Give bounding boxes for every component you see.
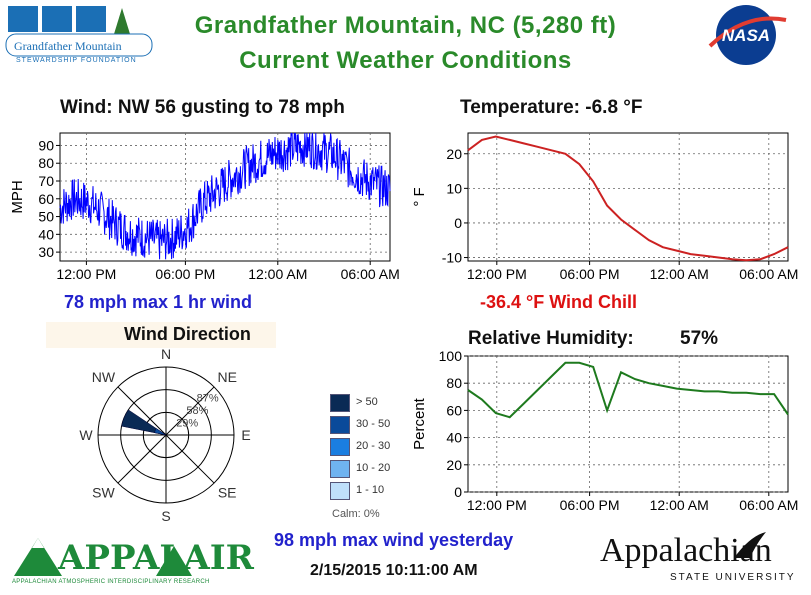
- nasa-logo: NASA: [702, 2, 792, 68]
- grandfather-logo: Grandfather Mountain STEWARDSHIP FOUNDAT…: [4, 4, 154, 70]
- y-tick-label: 80: [446, 375, 462, 391]
- rose-spoke: [117, 386, 167, 436]
- rose-direction-label: SW: [92, 485, 115, 501]
- rose-spoke: [165, 386, 215, 436]
- rose-direction-label: S: [161, 508, 170, 524]
- grandfather-logo-subtext: STEWARDSHIP FOUNDATION: [16, 57, 137, 64]
- rose-direction-label: E: [241, 427, 250, 443]
- title-line-1: Grandfather Mountain, NC (5,280 ft): [194, 12, 617, 39]
- legend-label: > 50: [356, 396, 378, 408]
- legend-swatch: [330, 482, 350, 500]
- wind-direction-heading: Wind Direction: [124, 324, 251, 344]
- nasa-logo-icon: NASA: [708, 5, 787, 65]
- rose-ring-label: 29%: [176, 418, 198, 430]
- legend-label: 30 - 50: [356, 418, 391, 430]
- temperature-chart: -10 0 10 20 12:00 PM 06:00 PM 12:00 AM 06:00 AM…: [411, 132, 798, 282]
- wind-max-text: 78 mph max 1 hr wind: [64, 292, 253, 312]
- humidity-chart: 0 20 40 60 80 100 12:00 PM 06:00 PM 12:00 AM 06:0…: [411, 350, 798, 513]
- x-tick-label: 06:00 AM: [739, 266, 798, 282]
- y-tick-label: 20: [446, 457, 462, 473]
- rose-direction-label: W: [79, 427, 93, 443]
- rose-sector: [154, 428, 167, 436]
- x-tick-label: 06:00 PM: [155, 266, 215, 282]
- series-line: [467, 135, 789, 262]
- y-tick-label: 100: [439, 350, 463, 364]
- legend-swatch: [330, 394, 350, 412]
- grandfather-logo-icon: [5, 6, 153, 57]
- appalair-logo-text: APPALAIR: [58, 538, 254, 578]
- y-tick-label: 60: [38, 191, 54, 207]
- humidity-heading: Relative Humidity:: [468, 328, 634, 349]
- temperature-heading: Temperature: -6.8 °F: [460, 97, 643, 118]
- mountain-logo-icon: [14, 538, 192, 576]
- x-tick-label: 12:00 PM: [467, 266, 527, 282]
- wind-rose: 29%58%87% N NE E SE S SW W NW: [79, 346, 250, 524]
- x-tick-label: 12:00 AM: [650, 497, 709, 513]
- x-tick-label: 06:00 AM: [341, 266, 400, 282]
- y-axis-label: ° F: [411, 187, 428, 206]
- x-tick-label: 12:00 PM: [56, 266, 116, 282]
- wind-speed-legend: > 50 30 - 50 20 - 30 10 - 20 1 - 10 Calm: 0%: [328, 394, 418, 524]
- plot-frame: [59, 132, 391, 262]
- rose-sector: [121, 409, 167, 436]
- grandfather-logo-text: Grandfather Mountain: [14, 39, 122, 53]
- x-tick-label: 06:00 PM: [560, 497, 620, 513]
- wind-direction-header-bar: [46, 322, 276, 348]
- x-tick-label: 06:00 AM: [739, 497, 798, 513]
- x-tick-label: 06:00 PM: [560, 266, 620, 282]
- y-tick-label: 0: [454, 215, 462, 231]
- rose-direction-label: NW: [92, 369, 116, 385]
- appalair-logo: APPALAIR APPALACHIAN ATMOSPHERIC INTERDI…: [6, 524, 254, 590]
- rose-direction-label: N: [161, 346, 171, 362]
- asu-logo-text: Appalachian: [600, 532, 772, 569]
- y-tick-label: 40: [446, 430, 462, 446]
- rose-ring-label: 87%: [197, 393, 219, 405]
- series-line: [467, 361, 789, 419]
- asu-logo: Appalachian STATE UNIVERSITY: [596, 528, 806, 588]
- bird-icon: [734, 532, 766, 558]
- humidity-value: 57%: [680, 328, 719, 349]
- x-tick-label: 12:00 PM: [467, 497, 527, 513]
- calm-percentage: Calm: 0%: [332, 508, 380, 520]
- y-tick-label: 0: [454, 484, 462, 500]
- y-axis-label: Percent: [411, 397, 428, 450]
- title-line-2: Current Weather Conditions: [239, 47, 572, 74]
- rose-spoke: [117, 434, 167, 484]
- y-tick-label: -10: [442, 250, 462, 266]
- y-tick-label: 60: [446, 402, 462, 418]
- nasa-logo-text: NASA: [722, 26, 770, 45]
- y-axis-label: MPH: [10, 180, 26, 213]
- legend-swatch: [330, 460, 350, 478]
- y-tick-label: 20: [446, 146, 462, 162]
- y-tick-label: 10: [446, 180, 462, 196]
- y-tick-label: 80: [38, 155, 54, 171]
- wind-heading: Wind: NW 56 gusting to 78 mph: [60, 97, 345, 118]
- legend-label: 20 - 30: [356, 440, 391, 452]
- plot-frame: [467, 355, 789, 493]
- rose-spoke: [165, 434, 215, 484]
- legend-label: 10 - 20: [356, 462, 391, 474]
- timestamp: 2/15/2015 10:11:00 AM: [310, 562, 478, 579]
- rose-ring-label: 58%: [186, 405, 208, 417]
- rose-direction-label: NE: [217, 369, 236, 385]
- legend-label: 1 - 10: [356, 484, 385, 496]
- asu-logo-subtext: STATE UNIVERSITY: [670, 572, 796, 583]
- y-tick-label: 40: [38, 226, 54, 242]
- x-tick-label: 12:00 AM: [248, 266, 307, 282]
- series-line: [59, 132, 391, 260]
- y-tick-label: 70: [38, 173, 54, 189]
- y-tick-label: 90: [38, 137, 54, 153]
- legend-swatch: [330, 438, 350, 456]
- x-tick-label: 12:00 AM: [650, 266, 709, 282]
- y-tick-label: 30: [38, 244, 54, 260]
- y-tick-label: 50: [38, 209, 54, 225]
- rose-direction-label: SE: [218, 485, 237, 501]
- appalair-logo-subtext: APPALACHIAN ATMOSPHERIC INTERDISCIPLINAR…: [12, 579, 210, 585]
- plot-frame: [467, 132, 789, 262]
- legend-swatch: [330, 416, 350, 434]
- max-wind-yesterday: 98 mph max wind yesterday: [274, 530, 514, 550]
- wind-chill-text: -36.4 °F Wind Chill: [480, 292, 638, 312]
